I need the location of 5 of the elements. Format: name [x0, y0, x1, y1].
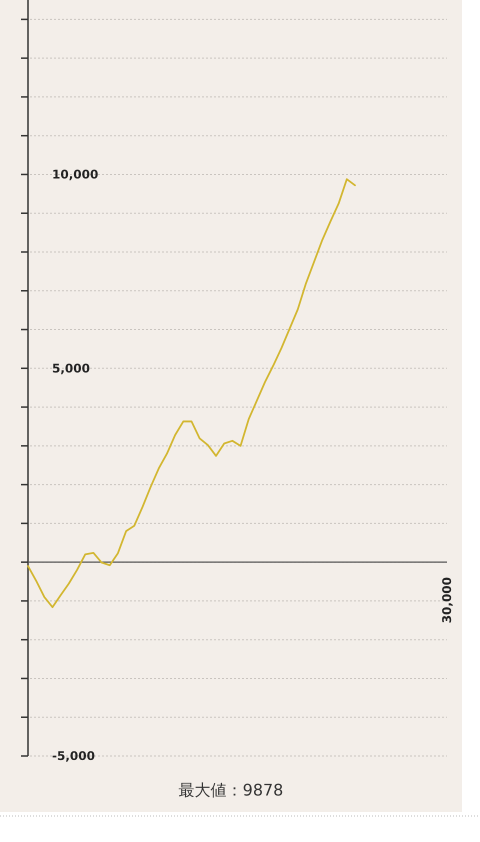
text: 最大値：9878 [178, 780, 284, 800]
text: 30,000 [440, 577, 454, 624]
y-tick-label: 5,000 [52, 361, 90, 376]
y-tick-label: -5,000 [52, 749, 95, 763]
y-tick-label: 10,000 [52, 167, 98, 182]
